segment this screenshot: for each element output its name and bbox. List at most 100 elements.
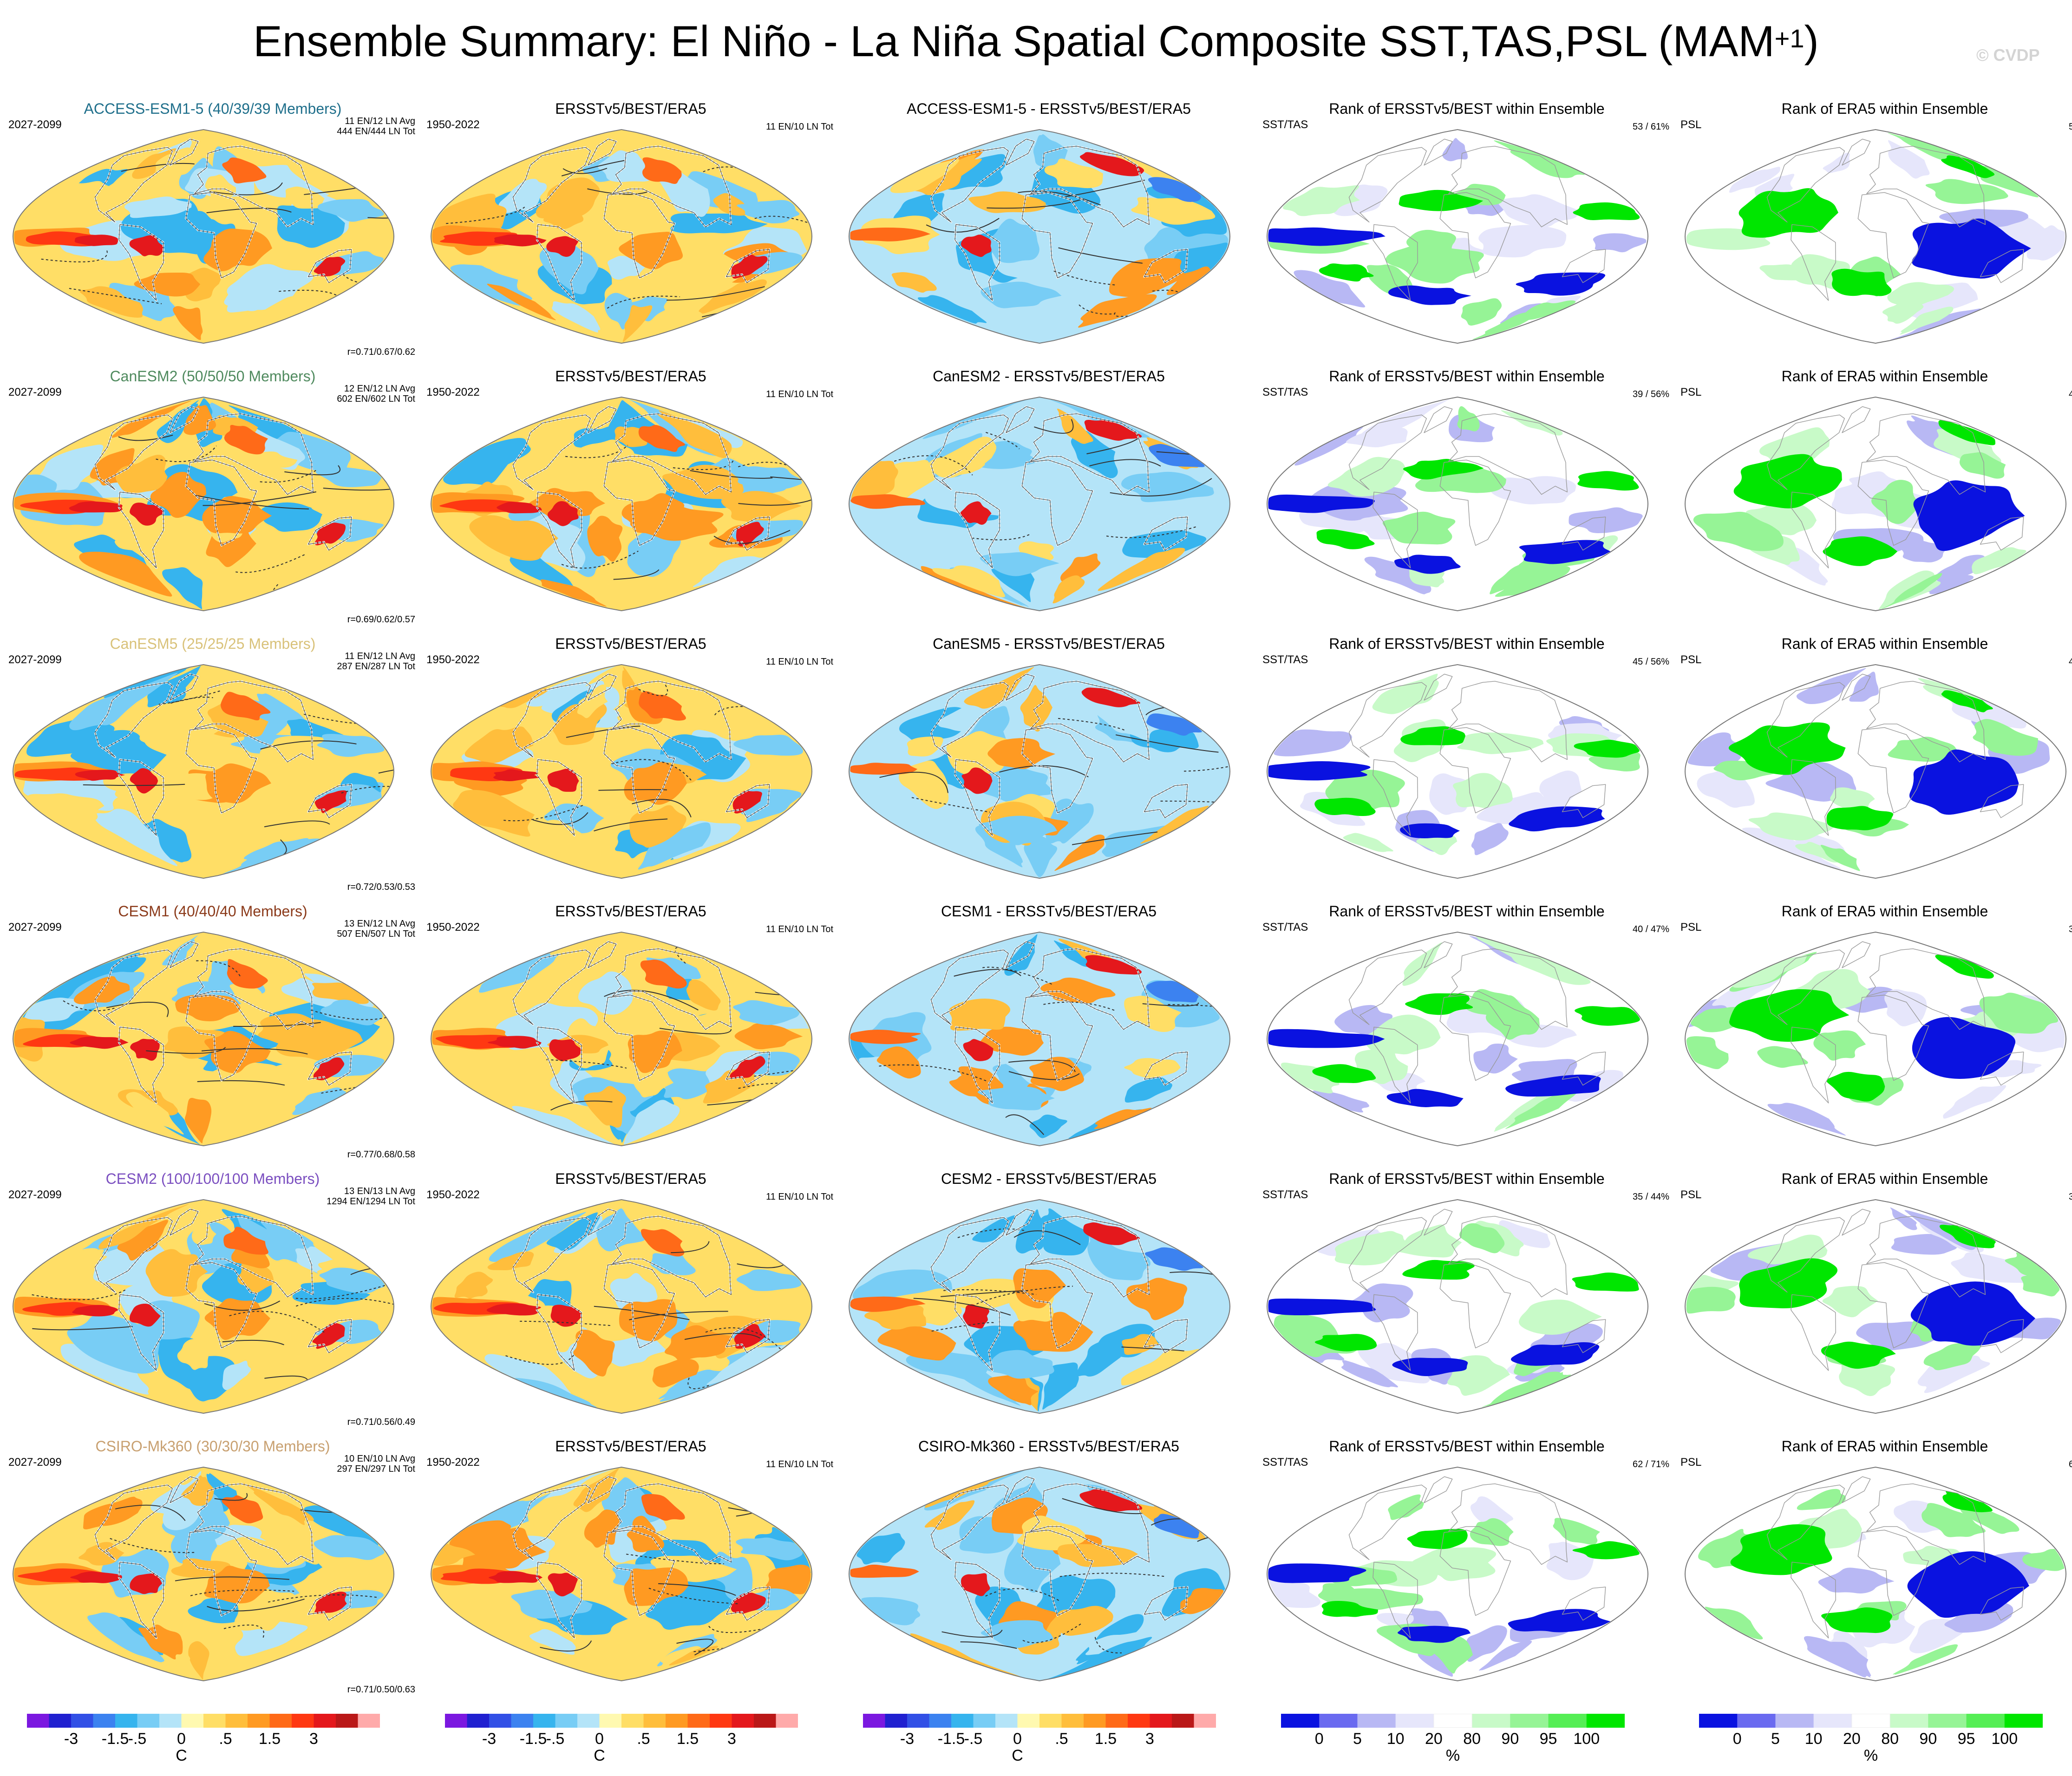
- temperature-colorbar-swatches: [27, 1714, 380, 1728]
- avg-events: 10 EN/10 LN Avg: [344, 1454, 415, 1464]
- rank-percent: 45 / 56%: [1633, 657, 1669, 667]
- pattern-correlation: r=0.71/0.50/0.63: [347, 1685, 415, 1695]
- rank-percent: 35 / 44%: [1633, 1192, 1669, 1202]
- model-composite-map: [12, 129, 395, 344]
- panel-title: CESM1 (40/40/40 Members): [118, 903, 307, 920]
- rank-sst-tas-panel: Rank of ERSSTv5/BEST within Ensemble SST/…: [1262, 634, 1671, 895]
- avg-events: 11 EN/12 LN Avg: [345, 116, 415, 126]
- variable-label: PSL: [1680, 1188, 1702, 1201]
- event-counts: 11 EN/10 LN Tot: [766, 1192, 833, 1202]
- panel-title: ERSSTv5/BEST/ERA5: [555, 1170, 706, 1187]
- panel-title: Rank of ERA5 within Ensemble: [1781, 903, 1988, 920]
- colorbar-unit: C: [594, 1747, 605, 1764]
- event-counts: 13 EN/12 LN Avg 507 EN/507 LN Tot: [337, 919, 415, 939]
- panel-title: Rank of ERA5 within Ensemble: [1781, 635, 1988, 652]
- panel-title: Rank of ERA5 within Ensemble: [1781, 368, 1988, 385]
- panel-title: Rank of ERSSTv5/BEST within Ensemble: [1329, 1438, 1605, 1455]
- variable-label: PSL: [1680, 653, 1702, 666]
- temperature-colorbar: -3 -1.5 -.5 0 .5 1.5 3 C: [445, 1714, 798, 1769]
- observed-composite-panel: ERSSTv5/BEST/ERA5 1950-2022 11 EN/10 LN To…: [426, 367, 835, 627]
- panel-title: Rank of ERSSTv5/BEST within Ensemble: [1329, 635, 1605, 652]
- rank-percent: 40 / 47%: [1633, 924, 1669, 934]
- colorbar-tick-label: 0: [1314, 1730, 1324, 1748]
- rank-psl-map: [1684, 931, 2067, 1147]
- model-composite-map: [12, 1199, 395, 1414]
- model-composite-panel: CESM2 (100/100/100 Members) 2027-2099 13 E…: [8, 1169, 417, 1430]
- colorbar-tick-label: 0: [595, 1730, 604, 1748]
- variable-label: SST/TAS: [1262, 653, 1308, 666]
- period-label: 2027-2099: [8, 386, 62, 398]
- rank-colorbar: 0 5 10 20 80 90 95 100%: [1281, 1714, 1625, 1769]
- colorbar-tick-label: 100: [1991, 1730, 2018, 1748]
- panel-title: Rank of ERSSTv5/BEST within Ensemble: [1329, 903, 1605, 920]
- colorbar-tick-label: 0: [177, 1730, 186, 1748]
- rank-percent: 31%: [2068, 1192, 2072, 1202]
- colorbar-tick-label: 3: [309, 1730, 318, 1748]
- difference-panel: CanESM5 - ERSSTv5/BEST/ERA5: [844, 634, 1253, 895]
- observed-composite-map: [430, 931, 813, 1147]
- colorbar-tick-label: 90: [1501, 1730, 1519, 1748]
- observed-composite-map: [430, 129, 813, 344]
- difference-panel: ACCESS-ESM1-5 - ERSSTv5/BEST/ERA5: [844, 99, 1253, 359]
- period-label: 2027-2099: [8, 118, 62, 131]
- rank-percent: 39 / 56%: [1633, 389, 1669, 399]
- rank-sst-tas-panel: Rank of ERSSTv5/BEST within Ensemble SST/…: [1262, 902, 1671, 1162]
- avg-events: 13 EN/12 LN Avg: [344, 919, 415, 929]
- event-counts: 11 EN/10 LN Tot: [766, 657, 833, 667]
- avg-events: 11 EN/12 LN Avg: [345, 651, 415, 661]
- model-composite-map: [12, 664, 395, 879]
- rank-psl-map: [1684, 1199, 2067, 1414]
- total-events: 1294 EN/1294 LN Tot: [327, 1196, 415, 1207]
- colorbar-tick-label: 0: [1013, 1730, 1022, 1748]
- rank-percent: 39%: [2068, 924, 2072, 934]
- colorbar-tick-label: -1.5: [101, 1730, 129, 1748]
- rank-sst-tas-map: [1266, 1199, 1649, 1414]
- variable-label: SST/TAS: [1262, 1188, 1308, 1201]
- panel-title: ACCESS-ESM1-5 - ERSSTv5/BEST/ERA5: [907, 100, 1191, 117]
- rank-sst-tas-map: [1266, 396, 1649, 612]
- period-label: 1950-2022: [426, 118, 480, 131]
- model-composite-map: [12, 931, 395, 1147]
- rank-colorbar-swatches: [1699, 1714, 2043, 1728]
- observed-composite-map: [430, 664, 813, 879]
- colorbar-tick-label: 0: [1732, 1730, 1742, 1748]
- rank-percent: 47%: [2068, 389, 2072, 399]
- temperature-colorbar-swatches: [863, 1714, 1216, 1728]
- observed-composite-panel: ERSSTv5/BEST/ERA5 1950-2022 11 EN/10 LN To…: [426, 1437, 835, 1697]
- model-composite-panel: CSIRO-Mk360 (30/30/30 Members) 2027-2099 1…: [8, 1437, 417, 1697]
- variable-label: PSL: [1680, 118, 1702, 131]
- model-composite-map: [12, 396, 395, 612]
- colorbar-unit: C: [1012, 1747, 1023, 1764]
- colorbar-tick-label: 80: [1881, 1730, 1899, 1748]
- event-counts: 11 EN/12 LN Avg 444 EN/444 LN Tot: [337, 116, 415, 137]
- panel-title: CESM2 - ERSSTv5/BEST/ERA5: [941, 1170, 1157, 1187]
- panel-title: Rank of ERA5 within Ensemble: [1781, 1438, 1988, 1455]
- rank-psl-map: [1684, 1466, 2067, 1682]
- colorbar-tick-label: -3: [482, 1730, 497, 1748]
- pattern-correlation: r=0.77/0.68/0.58: [347, 1149, 415, 1160]
- rank-psl-panel: Rank of ERA5 within Ensemble PSL 31%: [1680, 1169, 2072, 1430]
- panel-title: ERSSTv5/BEST/ERA5: [555, 368, 706, 385]
- rank-sst-tas-panel: Rank of ERSSTv5/BEST within Ensemble SST/…: [1262, 1169, 1671, 1430]
- observed-composite-panel: ERSSTv5/BEST/ERA5 1950-2022 11 EN/10 LN To…: [426, 902, 835, 1162]
- rank-psl-map: [1684, 664, 2067, 879]
- colorbar-tick-label: 1.5: [1094, 1730, 1117, 1748]
- panel-title: CanESM5 (25/25/25 Members): [110, 635, 316, 652]
- model-composite-map: [12, 1466, 395, 1682]
- model-composite-panel: CanESM2 (50/50/50 Members) 2027-2099 12 EN…: [8, 367, 417, 627]
- rank-colorbar: 0 5 10 20 80 90 95 100%: [1699, 1714, 2043, 1769]
- panel-title: CanESM2 (50/50/50 Members): [110, 368, 316, 385]
- colorbar-tick-label: -1.5: [937, 1730, 965, 1748]
- panel-title: Rank of ERSSTv5/BEST within Ensemble: [1329, 100, 1605, 117]
- temperature-colorbar-swatches: [445, 1714, 798, 1728]
- event-counts: 11 EN/10 LN Tot: [766, 389, 833, 399]
- colorbar-tick-label: -.5: [964, 1730, 983, 1748]
- event-counts: 11 EN/12 LN Avg 287 EN/287 LN Tot: [337, 651, 415, 672]
- model-composite-panel: ACCESS-ESM1-5 (40/39/39 Members) 2027-209…: [8, 99, 417, 359]
- rank-psl-panel: Rank of ERA5 within Ensemble PSL 39%: [1680, 902, 2072, 1162]
- colorbar-tick-label: 95: [1539, 1730, 1557, 1748]
- rank-psl-map: [1684, 396, 2067, 612]
- period-label: 1950-2022: [426, 386, 480, 398]
- variable-label: PSL: [1680, 1456, 1702, 1469]
- event-counts: 12 EN/12 LN Avg 602 EN/602 LN Tot: [337, 384, 415, 404]
